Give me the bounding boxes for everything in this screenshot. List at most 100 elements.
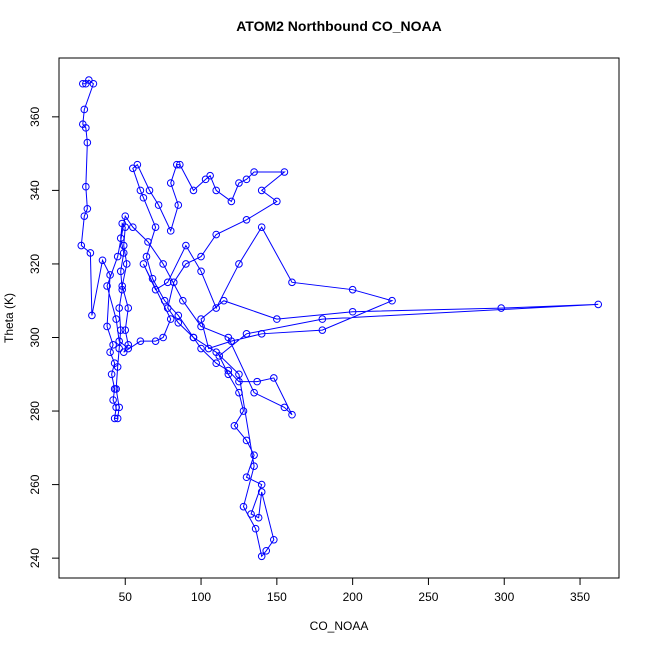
data-point [116, 326, 125, 334]
data-point [159, 333, 167, 342]
data-point [257, 552, 266, 561]
data-point [174, 311, 183, 320]
data-point [103, 282, 111, 290]
y-tick-label: 280 [28, 401, 42, 421]
data-point [121, 212, 130, 220]
data-point [348, 285, 357, 294]
data-point [106, 348, 114, 357]
data-point [179, 296, 187, 305]
data-point [197, 322, 205, 331]
data-point [197, 267, 205, 276]
data-point [235, 179, 243, 187]
data-point [197, 344, 205, 353]
data-point [242, 436, 251, 445]
data-point [139, 193, 148, 202]
data-point [497, 304, 506, 312]
data-point [136, 186, 145, 195]
x-tick-label: 200 [343, 590, 363, 604]
data-point [79, 79, 87, 88]
data-point [197, 315, 205, 323]
data-point [253, 377, 261, 386]
data-point [145, 186, 154, 195]
data-point [80, 105, 89, 114]
data-point [201, 175, 210, 184]
x-tick-label: 50 [119, 590, 133, 604]
data-point [129, 223, 137, 231]
data-point [242, 473, 251, 482]
data-point [119, 348, 128, 357]
data-point [166, 179, 175, 187]
data-point [212, 348, 221, 357]
data-point [142, 252, 151, 261]
data-point [163, 278, 172, 287]
data-point [270, 374, 278, 382]
y-axis-label: Theta (K) [2, 293, 16, 343]
data-point [110, 414, 119, 423]
data-point [151, 337, 160, 345]
data-point [273, 197, 281, 206]
data-point [251, 524, 260, 533]
chart-title: ATOM2 Northbound CO_NOAA [236, 18, 442, 34]
data-point [235, 377, 243, 386]
data-point [112, 403, 120, 412]
data-point [119, 241, 128, 250]
x-tick-label: 300 [494, 590, 514, 604]
data-point [112, 385, 120, 393]
data-point [348, 307, 357, 316]
data-point [169, 278, 178, 287]
y-tick-label: 240 [28, 548, 42, 568]
data-point [148, 274, 157, 283]
data-point [189, 186, 198, 195]
data-point [242, 330, 251, 338]
data-point [318, 326, 327, 334]
data-point [109, 341, 117, 349]
data-point [89, 79, 98, 88]
data-point [280, 403, 289, 412]
x-tick-label: 100 [191, 590, 211, 604]
data-point [85, 76, 93, 84]
data-point [257, 330, 266, 338]
data-point [83, 138, 92, 147]
data-point [106, 271, 114, 279]
data-point [206, 171, 214, 180]
data-point [250, 451, 258, 459]
x-tick-label: 350 [570, 590, 590, 604]
data-point [86, 249, 95, 257]
data-point [124, 304, 133, 312]
data-point [182, 241, 190, 250]
data-point [288, 410, 296, 419]
data-point [224, 366, 233, 375]
y-tick-label: 360 [28, 107, 42, 127]
x-tick-label: 250 [418, 590, 438, 604]
data-point [77, 241, 86, 250]
data-point [242, 216, 251, 224]
data-point [107, 370, 116, 379]
data-point [113, 414, 122, 423]
data-point [230, 421, 239, 430]
data-point [235, 388, 243, 397]
data-point [154, 201, 163, 209]
y-tick-label: 340 [28, 180, 42, 200]
data-point [159, 260, 167, 268]
data-point [250, 168, 258, 176]
data-point [151, 223, 160, 231]
data-point [242, 175, 251, 184]
data-point [270, 535, 278, 544]
data-point [257, 223, 266, 231]
data-point [257, 480, 266, 489]
data-point [212, 304, 221, 312]
data-point [129, 164, 137, 173]
data-point [122, 260, 131, 268]
data-point [280, 168, 289, 176]
data-point [239, 502, 248, 511]
data-point [212, 359, 221, 368]
data-point [288, 278, 296, 287]
data-point [166, 227, 175, 235]
data-point [254, 513, 263, 522]
data-point [83, 204, 92, 213]
data-point [212, 186, 221, 195]
data-point [144, 238, 152, 246]
data-point [247, 510, 255, 518]
data-point [121, 223, 130, 231]
data-point [174, 201, 183, 209]
